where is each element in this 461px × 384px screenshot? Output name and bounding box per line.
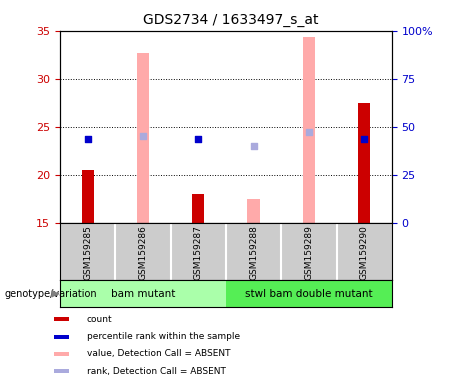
Text: genotype/variation: genotype/variation — [5, 289, 97, 299]
Bar — [303, 38, 315, 223]
Text: GSM159286: GSM159286 — [138, 225, 148, 280]
Text: GDS2734 / 1633497_s_at: GDS2734 / 1633497_s_at — [143, 13, 318, 27]
Point — [84, 136, 91, 142]
Bar — [54, 317, 69, 321]
Bar — [226, 280, 392, 307]
Bar — [82, 170, 94, 223]
Bar — [192, 194, 204, 223]
Text: value, Detection Call = ABSENT: value, Detection Call = ABSENT — [87, 349, 230, 358]
Text: rank, Detection Call = ABSENT: rank, Detection Call = ABSENT — [87, 367, 225, 376]
Text: GSM159285: GSM159285 — [83, 225, 92, 280]
Text: percentile rank within the sample: percentile rank within the sample — [87, 332, 240, 341]
Text: GSM159287: GSM159287 — [194, 225, 203, 280]
Bar — [60, 280, 226, 307]
Bar — [248, 199, 260, 223]
Bar — [137, 53, 149, 223]
Point — [361, 136, 368, 142]
Point — [305, 128, 313, 135]
Text: count: count — [87, 315, 112, 324]
Bar — [54, 369, 69, 373]
Text: GSM159289: GSM159289 — [304, 225, 313, 280]
Bar — [54, 334, 69, 339]
Bar — [54, 352, 69, 356]
Text: bam mutant: bam mutant — [111, 289, 175, 299]
Point — [195, 136, 202, 142]
Point — [250, 143, 257, 149]
Text: GSM159290: GSM159290 — [360, 225, 369, 280]
Text: GSM159288: GSM159288 — [249, 225, 258, 280]
Text: stwl bam double mutant: stwl bam double mutant — [245, 289, 372, 299]
Point — [139, 133, 147, 139]
Bar — [358, 103, 370, 223]
